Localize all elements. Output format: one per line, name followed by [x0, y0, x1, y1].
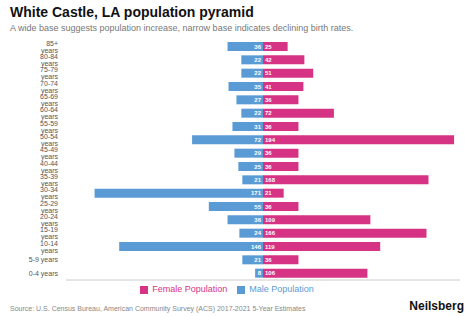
svg-text:41: 41 [265, 84, 272, 90]
svg-text:194: 194 [265, 137, 276, 143]
svg-text:51: 51 [265, 70, 272, 76]
svg-text:25: 25 [265, 44, 272, 50]
html-text:70-74: 70-74 [40, 79, 58, 87]
svg-text:72: 72 [254, 137, 261, 143]
svg-text:22: 22 [254, 70, 261, 76]
html-text:White Castle, LA population py: White Castle, LA population pyramid [10, 4, 254, 20]
svg-text:146: 146 [251, 244, 262, 250]
html-text:years: years [40, 126, 58, 134]
svg-text:36: 36 [265, 97, 272, 103]
html-text:years: years [40, 166, 58, 174]
svg-text:36: 36 [254, 217, 261, 223]
svg-text:22: 22 [254, 110, 261, 116]
html-text:45-49: 45-49 [40, 146, 58, 154]
svg-text:35: 35 [254, 84, 261, 90]
html-text:75-79: 75-79 [40, 66, 58, 74]
svg-text:29: 29 [254, 150, 261, 156]
svg-text:8: 8 [258, 270, 262, 276]
html-text:years: years [40, 140, 58, 147]
html-text:30-34: 30-34 [40, 186, 58, 194]
html-text:years: years [40, 100, 58, 107]
html-text:Source: U.S. Census Bureau, Am: Source: U.S. Census Bureau, American Com… [10, 305, 306, 312]
html-text:years: years [40, 113, 58, 121]
html-text:years: years [40, 233, 58, 241]
html-text:25-29: 25-29 [40, 199, 58, 207]
svg-text:36: 36 [265, 124, 272, 130]
svg-text:42: 42 [265, 57, 272, 63]
html-text:15-19: 15-19 [40, 226, 58, 234]
svg-text:36: 36 [265, 164, 272, 170]
html-text:years: years [40, 193, 58, 201]
html-text:years: years [40, 73, 58, 81]
svg-text:106: 106 [265, 270, 276, 276]
html-text:Neilsberg: Neilsberg [409, 299, 464, 313]
svg-text:36: 36 [265, 257, 272, 263]
html-text:40-44: 40-44 [40, 159, 58, 167]
svg-text:36: 36 [265, 150, 272, 156]
svg-text:31: 31 [254, 124, 261, 130]
svg-text:171: 171 [251, 190, 262, 196]
svg-text:0-4 years: 0-4 years [29, 270, 59, 278]
html-text:Female Population: Female Population [152, 284, 228, 294]
svg-text:10-14years: 10-14years [40, 240, 58, 255]
html-text:years: years [40, 46, 58, 54]
html-text:35-39: 35-39 [40, 173, 58, 180]
svg-text:72: 72 [265, 110, 272, 116]
html-text:years: years [40, 180, 58, 187]
html-text:years: years [40, 220, 58, 227]
html-text:years: years [40, 206, 58, 214]
svg-text:119: 119 [265, 244, 275, 250]
html-text:years: years [40, 153, 58, 161]
html-text:80-84: 80-84 [40, 53, 58, 60]
svg-text:36: 36 [254, 44, 261, 50]
svg-text:25: 25 [254, 164, 261, 170]
svg-text:55: 55 [254, 204, 261, 210]
html-text:60-64: 60-64 [40, 106, 58, 114]
svg-text:109: 109 [265, 217, 276, 223]
html-text:20-24: 20-24 [40, 213, 58, 220]
svg-text:24: 24 [254, 230, 261, 236]
html-text:55-59: 55-59 [40, 119, 58, 127]
svg-text:21: 21 [265, 190, 272, 196]
html-text:years: years [40, 86, 58, 94]
html-text:65-69: 65-69 [40, 93, 58, 100]
svg-text:22: 22 [254, 57, 261, 63]
html-text:85+: 85+ [46, 39, 58, 47]
svg-text:166: 166 [265, 230, 276, 236]
html-text:A wide base suggests populatio: A wide base suggests population increase… [10, 23, 354, 33]
svg-text:36: 36 [265, 204, 272, 210]
svg-text:21: 21 [254, 177, 261, 183]
html-text:Male Population: Male Population [249, 284, 314, 294]
svg-text:27: 27 [254, 97, 261, 103]
svg-text:168: 168 [265, 177, 276, 183]
html-text:50-54: 50-54 [40, 133, 58, 140]
svg-text:5-9 years: 5-9 years [29, 256, 59, 264]
html-text:years: years [40, 60, 58, 67]
svg-text:21: 21 [254, 257, 261, 263]
